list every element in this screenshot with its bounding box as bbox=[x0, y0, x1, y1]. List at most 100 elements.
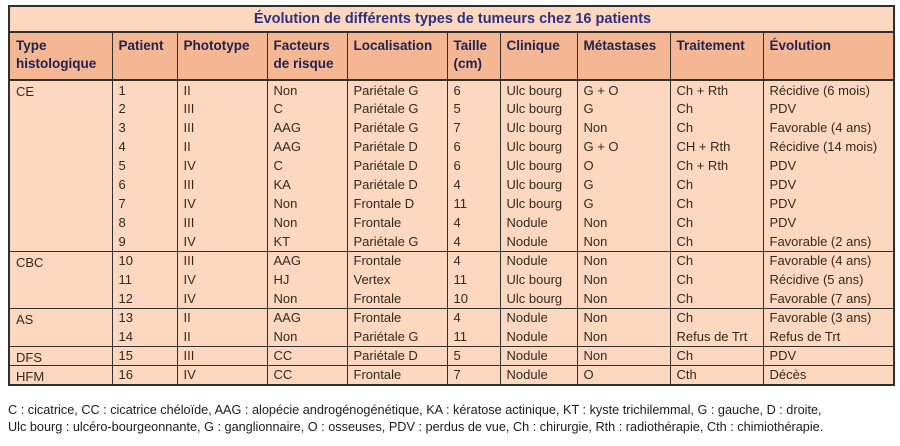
cell-traitement: Ch bbox=[669, 345, 764, 365]
table-row: 8 III Non Frontale 4 Nodule Non Ch PDV bbox=[9, 213, 895, 232]
cell-evolution: Favorable (2 ans) bbox=[762, 232, 895, 251]
cell-metastases: Non bbox=[576, 118, 671, 137]
cell-facteurs: C bbox=[266, 156, 348, 175]
cell-patient: 13 bbox=[111, 307, 178, 327]
cell-facteurs: AAG bbox=[266, 137, 348, 156]
cell-localisation: Frontale bbox=[346, 250, 448, 270]
cell-evolution: Favorable (4 ans) bbox=[762, 250, 895, 270]
cell-evolution: Refus de Trt bbox=[762, 327, 895, 346]
cell-metastases: Non bbox=[576, 213, 671, 232]
column-header-localisation: Localisation bbox=[346, 32, 448, 81]
cell-facteurs: AAG bbox=[266, 307, 348, 327]
column-header-facteurs-de-risque: Facteurs de risque bbox=[266, 32, 348, 81]
table-row: 11 IV HJ Vertex 11 Ulc bourg Non Ch Récidive (5 … bbox=[9, 270, 895, 289]
cell-facteurs: HJ bbox=[266, 270, 348, 289]
column-header-type-histologique: Type histologique bbox=[8, 32, 113, 81]
cell-phototype: II bbox=[176, 327, 268, 346]
cell-localisation: Frontale bbox=[346, 364, 448, 385]
table-row: 9 IV KT Pariétale G 4 Nodule Non Ch Favorable (2… bbox=[9, 232, 895, 251]
cell-facteurs: Non bbox=[266, 289, 348, 308]
cell-metastases: G + O bbox=[576, 79, 671, 99]
cell-traitement: Ch bbox=[669, 118, 764, 137]
cell-localisation: Pariétale D bbox=[346, 175, 448, 194]
column-header-phototype: Phototype bbox=[176, 32, 268, 81]
cell-evolution: PDV bbox=[762, 156, 895, 175]
column-header-clinique: Clinique bbox=[499, 32, 578, 81]
cell-localisation: Frontale D bbox=[346, 194, 448, 213]
cell-phototype: III bbox=[176, 175, 268, 194]
cell-patient: 4 bbox=[111, 137, 178, 156]
cell-patient: 9 bbox=[111, 232, 178, 251]
cell-taille: 11 bbox=[446, 194, 501, 213]
cell-metastases: Non bbox=[576, 307, 671, 327]
cell-traitement: CH + Rth bbox=[669, 137, 764, 156]
cell-phototype: IV bbox=[176, 364, 268, 385]
cell-evolution: PDV bbox=[762, 99, 895, 118]
cell-traitement: Ch bbox=[669, 99, 764, 118]
cell-taille: 11 bbox=[446, 327, 501, 346]
cell-taille: 6 bbox=[446, 137, 501, 156]
cell-localisation: Pariétale G bbox=[346, 79, 448, 99]
cell-taille: 5 bbox=[446, 99, 501, 118]
cell-localisation: Pariétale D bbox=[346, 345, 448, 365]
cell-type-histologique: CBC bbox=[8, 250, 113, 308]
cell-traitement: Ch bbox=[669, 270, 764, 289]
cell-clinique: Ulc bourg bbox=[499, 289, 578, 308]
column-header-traitement: Traitement bbox=[669, 32, 764, 81]
cell-phototype: II bbox=[176, 79, 268, 99]
table-row: 4 II AAG Pariétale D 6 Ulc bourg G + O CH + Rth… bbox=[9, 137, 895, 156]
cell-facteurs: KA bbox=[266, 175, 348, 194]
cell-clinique: Nodule bbox=[499, 250, 578, 270]
cell-metastases: O bbox=[576, 156, 671, 175]
cell-evolution: PDV bbox=[762, 175, 895, 194]
table-row: 5 IV C Pariétale D 6 Ulc bourg O Ch + Rth PDV bbox=[9, 156, 895, 175]
table-row: DFS 15 III CC Pariétale D 5 Nodule Non Ch PDV bbox=[8, 345, 895, 365]
column-header-evolution: Évolution bbox=[762, 32, 895, 81]
cell-traitement: Ch bbox=[669, 289, 764, 308]
cell-metastases: Non bbox=[576, 270, 671, 289]
table-row: 6 III KA Pariétale D 4 Ulc bourg G Ch PDV bbox=[9, 175, 895, 194]
column-header-patient: Patient bbox=[111, 32, 178, 81]
cell-facteurs: CC bbox=[266, 364, 348, 385]
table-row: 3 III AAG Pariétale G 7 Ulc bourg Non Ch Favorab… bbox=[9, 118, 895, 137]
cell-type-histologique: HFM bbox=[8, 364, 113, 385]
cell-type-histologique: DFS bbox=[8, 345, 113, 365]
cell-patient: 11 bbox=[111, 270, 178, 289]
cell-phototype: III bbox=[176, 99, 268, 118]
title-row: Évolution de différents types de tumeurs… bbox=[8, 6, 895, 33]
table-row: 12 IV Non Frontale 10 Ulc bourg Non Ch Favorable… bbox=[9, 289, 895, 308]
cell-localisation: Frontale bbox=[346, 289, 448, 308]
cell-evolution: PDV bbox=[762, 194, 895, 213]
cell-metastases: Non bbox=[576, 289, 671, 308]
cell-patient: 10 bbox=[111, 250, 178, 270]
cell-patient: 14 bbox=[111, 327, 178, 346]
cell-clinique: Ulc bourg bbox=[499, 175, 578, 194]
cell-patient: 8 bbox=[111, 213, 178, 232]
cell-facteurs: CC bbox=[266, 345, 348, 365]
cell-metastases: G bbox=[576, 99, 671, 118]
cell-evolution: Récidive (14 mois) bbox=[762, 137, 895, 156]
cell-clinique: Ulc bourg bbox=[499, 137, 578, 156]
cell-localisation: Pariétale G bbox=[346, 118, 448, 137]
cell-taille: 7 bbox=[446, 118, 501, 137]
cell-phototype: IV bbox=[176, 289, 268, 308]
cell-metastases: Non bbox=[576, 345, 671, 365]
cell-facteurs: Non bbox=[266, 79, 348, 99]
cell-evolution: Favorable (7 ans) bbox=[762, 289, 895, 308]
footnote-line-1: C : cicatrice, CC : cicatrice chéloïde, … bbox=[8, 403, 822, 417]
cell-taille: 6 bbox=[446, 156, 501, 175]
cell-evolution: Récidive (6 mois) bbox=[762, 79, 895, 99]
cell-localisation: Frontale bbox=[346, 213, 448, 232]
table-body: CE 1 II Non Pariétale G 6 Ulc bourg G + O Ch + R… bbox=[8, 79, 895, 385]
cell-patient: 2 bbox=[111, 99, 178, 118]
cell-clinique: Nodule bbox=[499, 307, 578, 327]
cell-metastases: G bbox=[576, 175, 671, 194]
cell-patient: 1 bbox=[111, 79, 178, 99]
header-row: Type histologique Patient Phototype Facteur… bbox=[8, 32, 895, 81]
cell-traitement: Ch bbox=[669, 250, 764, 270]
cell-patient: 16 bbox=[111, 364, 178, 385]
column-header-metastases: Métastases bbox=[576, 32, 671, 81]
cell-phototype: III bbox=[176, 250, 268, 270]
cell-taille: 5 bbox=[446, 345, 501, 365]
cell-taille: 6 bbox=[446, 79, 501, 99]
